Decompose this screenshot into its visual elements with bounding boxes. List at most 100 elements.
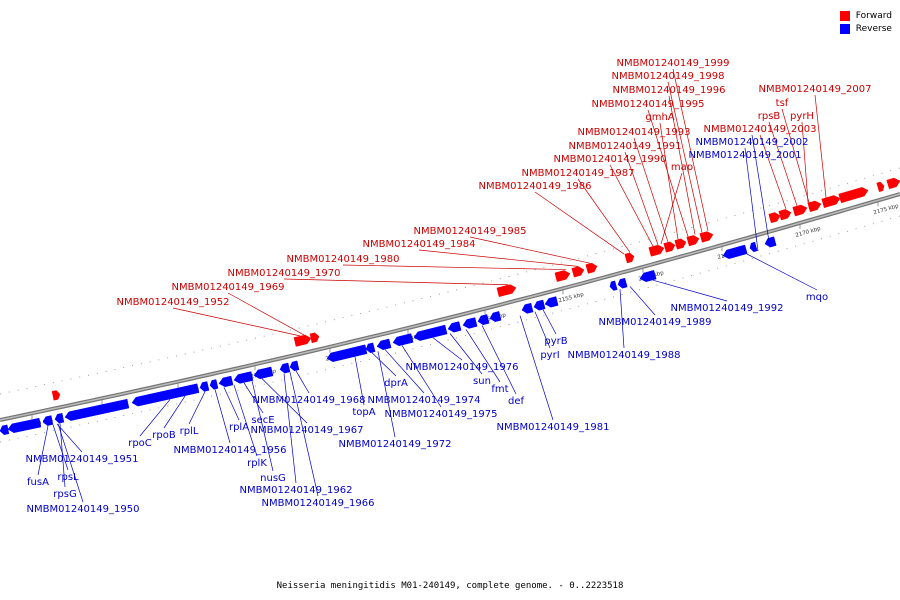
leader-line xyxy=(659,122,679,240)
reverse-gene xyxy=(7,417,42,433)
reverse-gene-label: sun xyxy=(473,376,491,387)
forward-gene-label: NMBM01240149_1996 xyxy=(613,85,726,96)
backbone-highlight xyxy=(0,193,900,421)
forward-gene-label: NMBM01240149_1998 xyxy=(612,71,725,82)
forward-gene xyxy=(699,231,714,243)
forward-gene-label: map xyxy=(671,162,693,173)
reverse-gene xyxy=(521,302,534,314)
leader-line xyxy=(577,178,631,253)
forward-gene xyxy=(821,195,841,209)
leader-line xyxy=(188,391,206,425)
reverse-gene-label: NMBM01240149_1972 xyxy=(339,439,452,450)
leader-line xyxy=(768,121,798,206)
leader-line xyxy=(283,278,509,286)
forward-gene-label: NMBM01240149_1987 xyxy=(522,168,635,179)
reverse-gene-label: pyrI xyxy=(540,350,559,361)
legend-reverse-label: Reverse xyxy=(855,23,892,34)
tick-label: 2155 kbp xyxy=(558,292,585,305)
reverse-gene xyxy=(0,424,10,435)
leader-line xyxy=(37,425,49,476)
reverse-gene xyxy=(609,280,618,291)
reverse-gene-label: NMBM01240149_1992 xyxy=(671,303,784,314)
leader-line xyxy=(283,373,297,484)
reverse-gene-label: NMBM01240149_1974 xyxy=(368,395,481,406)
leader-line xyxy=(52,424,69,471)
legend-forward: Forward xyxy=(839,9,892,22)
reverse-gene xyxy=(764,236,777,248)
forward-gene xyxy=(838,187,869,204)
forward-gene-label: NMBM01240149_1995 xyxy=(592,99,705,110)
leader-line xyxy=(660,172,683,245)
reverse-gene xyxy=(489,311,502,322)
forward-gene-label: NMBM01240149_1993 xyxy=(578,127,691,138)
tick-label: 2120 kbp xyxy=(27,418,54,429)
reverse-gene-label: rplA xyxy=(229,422,249,433)
reverse-gene-label: nusG xyxy=(260,473,286,484)
forward-gene xyxy=(876,181,885,193)
reverse-gene xyxy=(462,317,478,329)
leader-line xyxy=(744,147,759,251)
reverse-gene-label: NMBM01240149_1989 xyxy=(599,317,712,328)
gene-features xyxy=(0,177,900,435)
forward-gene xyxy=(571,266,585,278)
leader-line xyxy=(371,352,397,377)
reverse-gene xyxy=(199,381,210,392)
leader-line xyxy=(163,395,186,429)
forward-gene xyxy=(686,235,700,247)
reverse-gene-label: rplK xyxy=(247,458,267,469)
leader-line xyxy=(751,134,771,248)
leader-line xyxy=(465,329,501,383)
forward-gene-label: NMBM01240149_1984 xyxy=(363,239,476,250)
reverse-gene xyxy=(413,324,448,341)
forward-gene-label: NMBM01240149_1980 xyxy=(287,254,400,265)
reverse-gene xyxy=(376,338,392,350)
forward-gene-label: NMBM01240149_1969 xyxy=(172,282,285,293)
forward-gene xyxy=(674,238,687,250)
leader-line xyxy=(401,345,442,408)
forward-gene-label: tsf xyxy=(776,98,789,109)
forward-gene xyxy=(309,332,320,344)
genome-caption: Neisseria meningitidis M01-240149, compl… xyxy=(277,581,624,591)
forward-gene xyxy=(648,244,665,257)
reverse-gene xyxy=(253,366,274,380)
label-leaders xyxy=(37,68,827,503)
leader-line xyxy=(233,384,258,457)
forward-gene xyxy=(886,177,900,190)
reverse-gene-label: fmt xyxy=(491,384,508,395)
reverse-gene xyxy=(477,314,490,326)
reverse-ring xyxy=(0,215,900,443)
reverse-gene xyxy=(131,383,200,407)
forward-gene-label: NMBM01240149_1952 xyxy=(117,297,230,308)
reverse-gene-label: topA xyxy=(352,407,375,418)
forward-gene-label: gmhA xyxy=(645,112,674,123)
leader-line xyxy=(56,423,83,453)
reverse-gene xyxy=(233,371,254,384)
leader-line xyxy=(629,286,656,316)
reverse-gene-label: rplL xyxy=(180,426,199,437)
forward-gene-label: NMBM01240149_1970 xyxy=(228,268,341,279)
reverse-gene xyxy=(42,415,54,426)
leader-line xyxy=(449,333,483,375)
reverse-gene-label: fusA xyxy=(27,477,49,488)
reverse-gene xyxy=(279,362,291,374)
leader-line xyxy=(172,307,301,337)
leader-line xyxy=(667,81,703,233)
forward-gene xyxy=(792,204,808,217)
reverse-gene-label: NMBM01240149_2002 xyxy=(696,137,809,148)
leader-line xyxy=(377,351,396,438)
forward-gene-label: NMBM01240149_1990 xyxy=(554,154,667,165)
reverse-gene xyxy=(533,299,546,311)
forward-gene-label: pyrH xyxy=(790,111,814,122)
forward-gene-label: NMBM01240149_1991 xyxy=(569,141,682,152)
leader-line xyxy=(652,279,728,302)
reverse-gene xyxy=(64,398,130,421)
reverse-gene-label: rpsG xyxy=(53,489,76,500)
leader-line xyxy=(609,164,654,247)
leader-line xyxy=(624,151,659,245)
leader-line xyxy=(534,191,625,255)
forward-gene xyxy=(778,209,792,221)
reverse-gene-label: NMBM01240149_1967 xyxy=(251,425,364,436)
reverse-gene-label: NMBM01240149_1956 xyxy=(174,445,287,456)
leader-line xyxy=(223,387,240,421)
